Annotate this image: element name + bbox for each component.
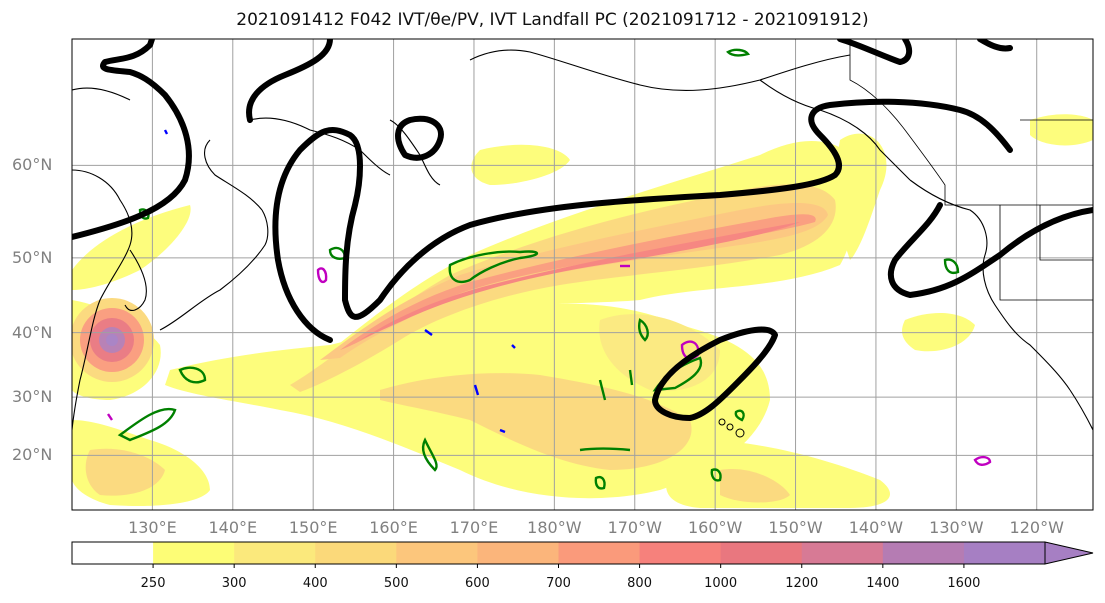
longitude-label: 150°W: [768, 518, 823, 537]
colorbar-segment: [234, 542, 316, 564]
longitude-label: 120°W: [1009, 518, 1064, 537]
hawaii-islands: [718, 418, 745, 438]
graticule: [72, 39, 1093, 510]
borders: [849, 39, 1093, 301]
colorbar-segment: [396, 542, 478, 564]
colorbar-segment: [315, 542, 397, 564]
colorbar-segment: [801, 542, 884, 564]
longitude-label: 170°E: [449, 518, 499, 537]
colorbar-tick-label: 500: [383, 576, 409, 591]
latitude-label: 30°N: [12, 387, 53, 407]
colorbar-tick-label: 1600: [947, 576, 981, 591]
colorbar-tick-label: 400: [302, 576, 328, 591]
longitude-label: 150°E: [288, 518, 338, 537]
theta-e-contours: [117, 48, 960, 490]
colorbar-tick-label: 300: [221, 576, 247, 591]
colorbar-tick-label: 600: [464, 576, 490, 591]
longitude-label: 140°W: [848, 518, 904, 537]
longitude-label: 160°W: [687, 518, 743, 537]
colorbar-extend-arrow: [1044, 541, 1094, 565]
map-title: 2021091412 F042 IVT/θe/PV, IVT Landfall …: [236, 10, 869, 30]
colorbar-tick-label: 800: [627, 576, 652, 591]
colorbar-tick-label: 1200: [785, 576, 819, 591]
pv-contours: [107, 129, 992, 466]
colorbar-segment: [720, 542, 803, 564]
longitude-label: 140°E: [208, 518, 258, 537]
colorbar-tick-label: 700: [546, 576, 571, 591]
latitude-label: 20°N: [12, 445, 53, 465]
map-frame: [71, 38, 1094, 511]
colorbar-segment: [882, 542, 965, 564]
longitude-label: 130°E: [128, 518, 177, 537]
longitude-label: 180°W: [527, 518, 582, 537]
colorbar-segment: [639, 542, 722, 564]
coastlines: [72, 49, 1093, 431]
longitude-label: 130°W: [929, 518, 984, 537]
colorbar-segment: [153, 542, 235, 564]
latitude-label: 60°N: [12, 155, 53, 175]
longitude-label: 170°W: [607, 518, 662, 537]
colorbar-segment: [72, 542, 154, 564]
colorbar-segment: [558, 542, 641, 564]
colorbar-tick-label: 250: [140, 576, 166, 591]
longitude-label: 160°E: [369, 518, 418, 537]
colorbar-segment: [477, 542, 559, 564]
colorbar-tick-label: 1400: [866, 576, 900, 591]
ivt-landfall-pc-contour: [72, 39, 1093, 421]
colorbar-tick-label: 1000: [704, 576, 738, 591]
latitude-label: 40°N: [12, 322, 53, 342]
ivt-colorbar: [71, 541, 1094, 568]
colorbar-segment: [963, 542, 1046, 564]
latitude-label: 50°N: [12, 247, 53, 267]
